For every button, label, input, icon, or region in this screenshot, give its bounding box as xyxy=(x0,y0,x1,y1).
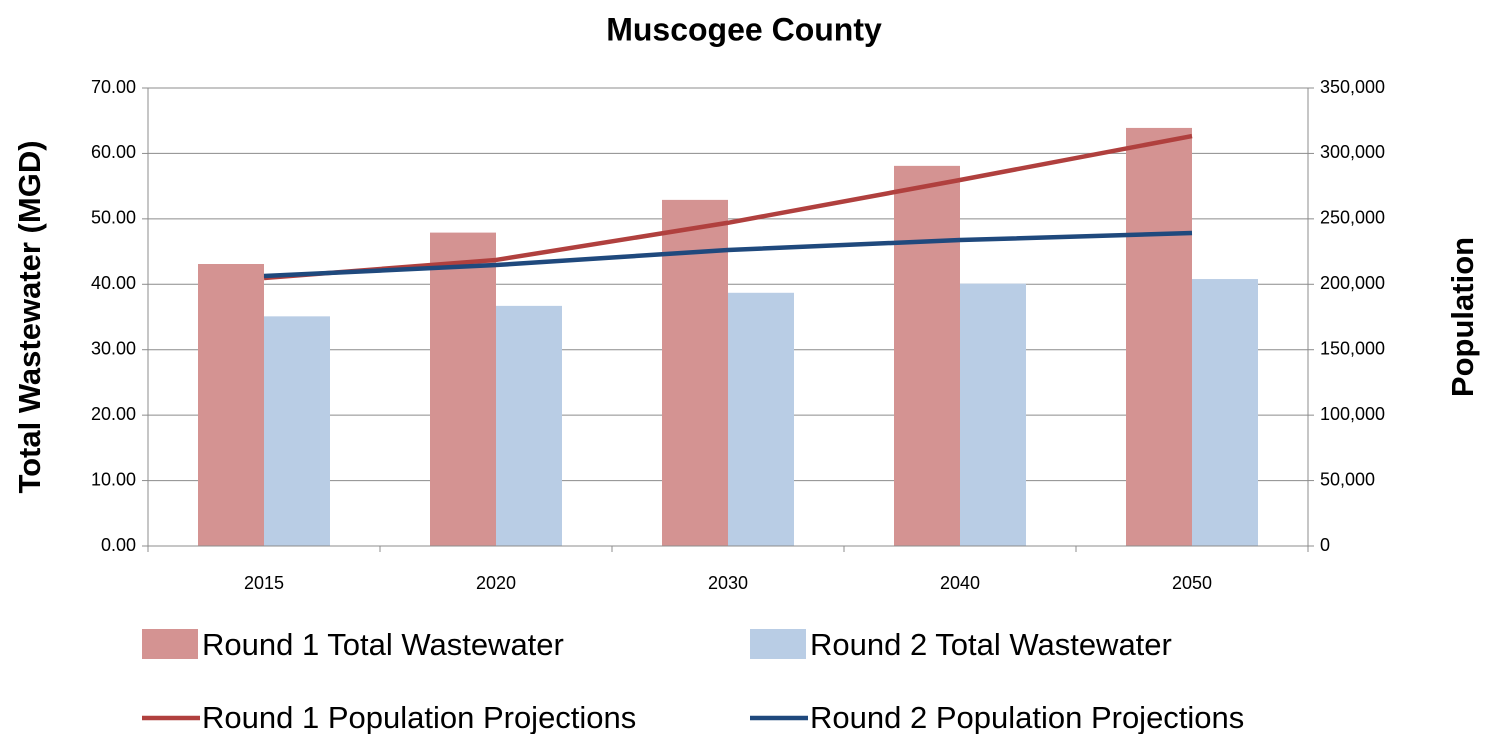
y2-tick-label: 100,000 xyxy=(1320,404,1385,424)
y2-axis-title: Population xyxy=(1445,237,1480,397)
y-tick-label: 30.00 xyxy=(91,338,136,358)
bar xyxy=(662,199,728,546)
bar xyxy=(198,264,264,546)
y2-tick-label: 350,000 xyxy=(1320,77,1385,97)
y2-tick-label: 250,000 xyxy=(1320,208,1385,228)
line xyxy=(263,133,1193,281)
bar xyxy=(430,232,496,546)
legend-label: Round 2 Population Projections xyxy=(810,700,1244,734)
y-tick-label: 0.00 xyxy=(101,535,136,555)
y-axis-title: Total Wastewater (MGD) xyxy=(12,140,47,493)
legend-swatch xyxy=(142,629,198,659)
y2-tick-label: 0 xyxy=(1320,535,1330,555)
y-tick-label: 60.00 xyxy=(91,142,136,162)
y2-tick-label: 50,000 xyxy=(1320,469,1375,489)
bar xyxy=(264,316,330,546)
legend-label: Round 1 Population Projections xyxy=(202,700,636,734)
bar xyxy=(1192,279,1258,546)
bar xyxy=(960,283,1026,546)
x-tick-label: 2020 xyxy=(476,573,516,593)
bar xyxy=(1126,127,1192,546)
y-tick-label: 20.00 xyxy=(91,404,136,424)
x-tick-label: 2050 xyxy=(1172,573,1212,593)
y-tick-label: 10.00 xyxy=(91,469,136,489)
y-tick-label: 40.00 xyxy=(91,273,136,293)
y-tick-label: 70.00 xyxy=(91,77,136,97)
bar xyxy=(728,292,794,546)
legend-label: Round 2 Total Wastewater xyxy=(810,627,1172,662)
y-tick-label: 50.00 xyxy=(91,208,136,228)
y2-tick-label: 300,000 xyxy=(1320,142,1385,162)
legend-label: Round 1 Total Wastewater xyxy=(202,627,564,662)
chart-title: Muscogee County xyxy=(606,11,882,47)
bar xyxy=(496,305,562,546)
line xyxy=(263,230,1193,279)
x-tick-label: 2015 xyxy=(244,573,284,593)
y2-tick-label: 150,000 xyxy=(1320,338,1385,358)
x-tick-label: 2040 xyxy=(940,573,980,593)
y2-tick-label: 200,000 xyxy=(1320,273,1385,293)
x-tick-label: 2030 xyxy=(708,573,748,593)
bar xyxy=(894,165,960,547)
legend-swatch xyxy=(750,629,806,659)
